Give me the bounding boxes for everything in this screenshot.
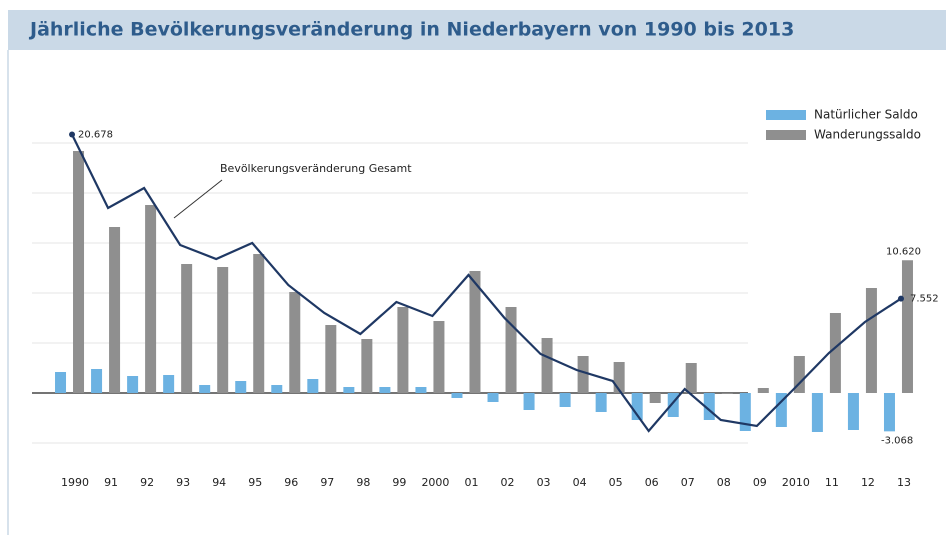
bar <box>55 372 67 393</box>
x-tick-label: 2000 <box>421 476 449 489</box>
value-label: 10.620 <box>886 246 921 257</box>
x-tick-label: 93 <box>176 476 190 489</box>
bar <box>451 393 463 398</box>
x-tick-label: 11 <box>825 476 839 489</box>
bar <box>415 387 427 393</box>
value-label: 7.552 <box>910 294 939 305</box>
bar <box>361 339 373 393</box>
bar <box>883 393 895 432</box>
bar <box>487 393 499 402</box>
value-label: 20.678 <box>78 130 113 141</box>
bar <box>811 393 823 432</box>
x-tick-label: 09 <box>753 476 767 489</box>
x-tick-label: 97 <box>320 476 334 489</box>
legend-label: Wanderungssaldo <box>814 128 921 142</box>
x-tick-label: 13 <box>897 476 911 489</box>
bar <box>505 307 517 393</box>
legend-label: Natürlicher Saldo <box>814 108 918 122</box>
x-tick-label: 92 <box>140 476 154 489</box>
bar <box>559 393 571 407</box>
bar <box>397 307 409 393</box>
x-tick-label: 03 <box>537 476 551 489</box>
x-tick-label: 2010 <box>782 476 810 489</box>
x-tick-label: 95 <box>248 476 262 489</box>
bar <box>613 362 625 393</box>
bar <box>73 151 85 393</box>
bar <box>91 369 103 393</box>
legend-swatch <box>766 130 806 140</box>
bar <box>307 379 319 393</box>
bar <box>739 393 751 431</box>
x-tick-label: 01 <box>464 476 478 489</box>
bar <box>595 393 607 412</box>
x-tick-label: 96 <box>284 476 298 489</box>
bar <box>469 271 481 393</box>
bar <box>379 387 391 393</box>
bar <box>145 205 157 393</box>
legend-swatch <box>766 110 806 120</box>
x-tick-label: 99 <box>392 476 406 489</box>
x-tick-label: 02 <box>501 476 515 489</box>
title-bar <box>8 10 946 50</box>
bar <box>775 393 787 427</box>
bar <box>865 288 877 393</box>
annotation-pointer <box>173 179 223 219</box>
total-line <box>71 134 902 433</box>
line-point <box>69 131 76 138</box>
x-tick-label: 12 <box>861 476 875 489</box>
x-tick-label: 94 <box>212 476 226 489</box>
bar <box>127 376 139 393</box>
bar <box>217 267 229 393</box>
bar <box>343 387 355 393</box>
x-tick-label: 08 <box>717 476 731 489</box>
x-tick-label: 06 <box>645 476 659 489</box>
bar <box>847 393 859 430</box>
bar <box>631 393 643 420</box>
x-tick-label: 07 <box>681 476 695 489</box>
bar <box>523 393 535 410</box>
bar <box>577 356 589 393</box>
x-tick-label: 1990 <box>61 476 89 489</box>
bar <box>685 363 697 393</box>
bar <box>757 388 769 393</box>
x-tick-label: 05 <box>609 476 623 489</box>
bar <box>667 393 679 417</box>
bar <box>829 313 841 393</box>
x-tick-label: 91 <box>104 476 118 489</box>
bar <box>163 375 175 393</box>
x-tick-label: 04 <box>573 476 587 489</box>
bar <box>541 338 553 393</box>
bar <box>703 393 715 420</box>
bar <box>721 393 733 394</box>
bar <box>109 227 121 393</box>
bar <box>649 393 661 403</box>
value-label: -3.068 <box>881 435 913 446</box>
chart-title: Jährliche Bevölkerungsveränderung in Nie… <box>28 19 794 41</box>
bar <box>199 385 211 393</box>
line-point <box>897 295 904 302</box>
bar <box>901 260 913 393</box>
bar <box>181 264 193 393</box>
annotation: Bevölkerungsveränderung Gesamt <box>220 162 412 175</box>
bar <box>271 385 283 393</box>
bar <box>253 254 265 393</box>
bar <box>325 325 337 393</box>
bar <box>433 321 445 393</box>
bar <box>235 381 247 393</box>
bar <box>793 356 805 393</box>
bar <box>289 292 301 393</box>
x-tick-label: 98 <box>356 476 370 489</box>
